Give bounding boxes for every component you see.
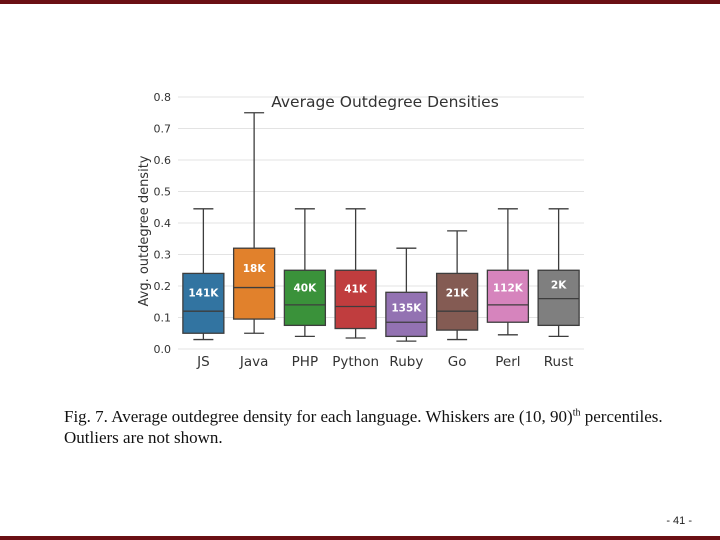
y-tick-label: 0.4 — [154, 217, 172, 230]
box-ruby — [385, 291, 428, 338]
x-tick-label: PHP — [292, 354, 318, 370]
box-java — [232, 247, 276, 320]
box-count-label: 141K — [188, 287, 219, 299]
x-tick-label: Perl — [495, 354, 520, 370]
figure-caption: Fig. 7. Average outdegree density for ea… — [64, 406, 674, 448]
y-tick-label: 0.8 — [154, 91, 172, 104]
box-count-label: 21K — [446, 287, 470, 299]
box-count-label: 40K — [294, 283, 318, 295]
y-tick-label: 0.2 — [154, 280, 172, 293]
top-border — [0, 0, 720, 4]
box-count-label: 18K — [243, 263, 267, 275]
bottom-border — [0, 536, 720, 540]
page-number: - 41 - — [666, 515, 692, 527]
box-go — [435, 272, 479, 331]
box-perl — [486, 269, 530, 323]
caption-lead: Fig. 7. Average outdegree density for ea… — [64, 407, 573, 426]
box-count-label: 2K — [551, 279, 567, 291]
y-tick-label: 0.6 — [154, 154, 172, 167]
caption-superscript: th — [572, 407, 581, 419]
x-tick-label: Ruby — [389, 354, 423, 370]
box-count-label: 135K — [391, 302, 422, 314]
y-tick-label: 0.1 — [154, 312, 172, 325]
box-plot-chart: 0.0 0.1 0.2 0.3 0.4 0.5 0.6 0.7 0.8 Average Outde… — [137, 91, 584, 370]
chart-title: Average Outdegree Densities — [271, 93, 499, 111]
box-python — [334, 269, 377, 330]
box-js — [182, 272, 225, 334]
x-tick-label: Java — [239, 354, 269, 370]
x-tick-label: JS — [196, 354, 210, 370]
box-count-label: 41K — [344, 283, 368, 295]
y-tick-label: 0.5 — [154, 186, 172, 199]
box-php — [283, 269, 327, 327]
box-count-label: 112K — [493, 283, 524, 295]
y-tick-label: 0.7 — [154, 123, 172, 136]
y-tick-label: 0.0 — [154, 343, 172, 356]
y-axis-label: Avg. outdegree density — [137, 155, 152, 306]
x-tick-label: Go — [448, 354, 467, 370]
box-rust — [537, 269, 580, 327]
x-tick-label: Rust — [544, 354, 574, 370]
y-tick-label: 0.3 — [154, 249, 172, 262]
x-tick-label: Python — [332, 354, 379, 370]
caption-tail: percentiles. Outliers are not shown. — [64, 407, 663, 447]
